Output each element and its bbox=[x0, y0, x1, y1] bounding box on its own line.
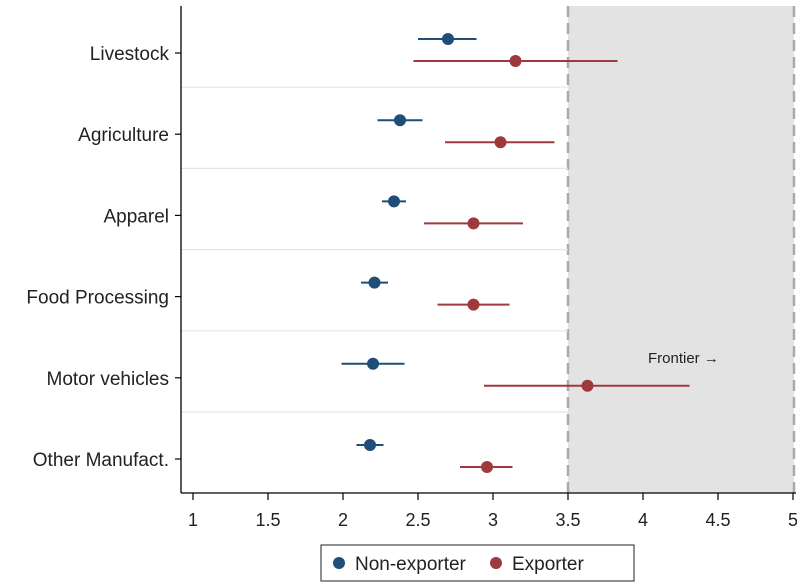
y-tick-label-agriculture: Agriculture bbox=[78, 125, 169, 146]
y-tick-label-other-manufact: Other Manufact. bbox=[33, 450, 169, 471]
point-exporter-livestock bbox=[509, 55, 522, 67]
legend-box bbox=[320, 544, 635, 582]
x-tick-label-4-5: 4.5 bbox=[705, 510, 730, 530]
point-exporter-agriculture bbox=[494, 136, 507, 149]
frontier-annotation: Frontier → bbox=[648, 350, 719, 367]
y-tick-label-food-processing: Food Processing bbox=[26, 288, 169, 309]
point-exporter-other-manufact bbox=[481, 461, 493, 473]
frontier-region bbox=[566, 6, 796, 493]
point-non-exporter-food-processing bbox=[368, 276, 381, 289]
category-separators bbox=[181, 86, 568, 413]
x-tick-label-5: 5 bbox=[788, 510, 797, 530]
point-non-exporter-motor-vehicles bbox=[367, 357, 379, 370]
frontier-shade bbox=[568, 6, 794, 493]
x-tick-label-4: 4 bbox=[638, 510, 648, 530]
legend-label-non-exporter: Non-exporter bbox=[355, 554, 467, 575]
y-tick-label-livestock: Livestock bbox=[90, 44, 170, 65]
point-non-exporter-apparel bbox=[388, 195, 400, 208]
point-non-exporter-agriculture bbox=[394, 114, 406, 127]
legend-label-exporter: Exporter bbox=[512, 554, 584, 575]
y-tick-label-apparel: Apparel bbox=[104, 206, 170, 227]
point-non-exporter-other-manufact bbox=[364, 439, 376, 451]
legend: Non-exporter Exporter bbox=[320, 544, 635, 582]
x-tick-label-3: 3 bbox=[488, 510, 498, 530]
legend-marker-exporter bbox=[490, 557, 502, 569]
x-tick-label-1: 1 bbox=[188, 510, 198, 530]
x-tick-label-2: 2 bbox=[338, 510, 348, 530]
x-tick-label-2-5: 2.5 bbox=[405, 510, 430, 530]
x-tick-label-3-5: 3.5 bbox=[555, 510, 580, 530]
point-exporter-apparel bbox=[467, 217, 480, 230]
point-exporter-motor-vehicles bbox=[581, 379, 594, 392]
point-non-exporter-livestock bbox=[442, 33, 454, 45]
data-marks bbox=[341, 33, 690, 473]
x-tick-label-1-5: 1.5 bbox=[255, 510, 280, 530]
legend-marker-non-exporter bbox=[333, 557, 345, 569]
y-tick-label-motor-vehicles: Motor vehicles bbox=[47, 369, 170, 390]
axes: Frontier → Livestock Agriculture Apparel Foo… bbox=[26, 6, 797, 530]
point-exporter-food-processing bbox=[467, 298, 480, 311]
